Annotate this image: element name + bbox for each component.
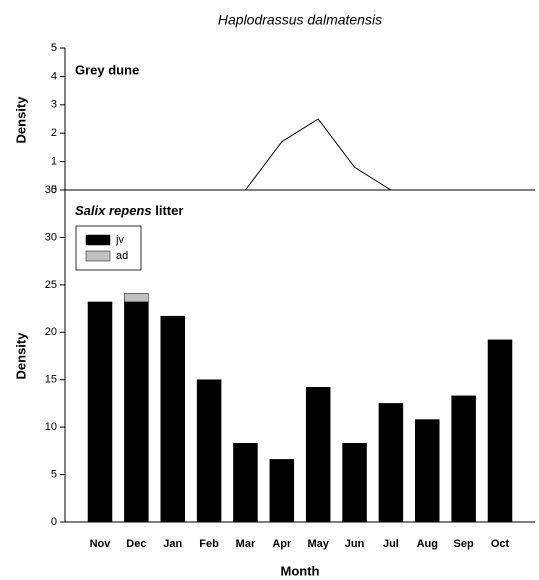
y-tick-label: 5 — [51, 42, 57, 54]
y-tick-label: 0 — [51, 516, 57, 528]
bar — [160, 315, 185, 523]
panel-label-text: litter — [155, 203, 183, 218]
y-tick-label: 35 — [45, 184, 57, 196]
y-tick-label: 0 — [51, 184, 57, 196]
legend-swatch — [85, 234, 111, 246]
y-tick-label: 20 — [45, 326, 57, 338]
x-tick-label: May — [307, 538, 329, 550]
panel-label-italic: Salix repens — [75, 203, 152, 218]
bar — [378, 403, 404, 523]
y-tick-label: 30 — [45, 231, 57, 243]
bar — [87, 301, 113, 523]
bar — [233, 443, 258, 523]
x-tick-label: Jul — [383, 538, 399, 550]
legend-label: ad — [116, 250, 128, 262]
panel-label: Salix repens litter — [75, 203, 183, 218]
x-tick-label: Sep — [454, 538, 474, 550]
y-tick-label: 1 — [51, 156, 57, 168]
y-axis-title: Density — [13, 332, 28, 380]
x-tick-label: Nov — [90, 538, 112, 550]
y-tick-label: 5 — [51, 468, 57, 480]
y-tick-label: 15 — [45, 374, 57, 386]
bar — [124, 293, 149, 303]
bar — [124, 301, 149, 523]
x-tick-label: Oct — [491, 538, 510, 550]
x-axis-title: Month — [281, 563, 320, 578]
x-tick-label: Jan — [163, 538, 182, 550]
x-tick-label: Jun — [345, 538, 365, 550]
bar — [196, 379, 222, 523]
bar — [451, 395, 476, 523]
x-tick-label: Apr — [272, 538, 292, 550]
y-tick-label: 2 — [51, 127, 57, 139]
x-tick-label: Feb — [199, 538, 219, 550]
x-tick-label: Dec — [126, 538, 146, 550]
x-tick-label: Mar — [236, 538, 256, 550]
y-tick-label: 3 — [51, 99, 57, 111]
bar — [415, 419, 440, 523]
x-tick-label: Aug — [417, 538, 438, 550]
legend-label: jv — [115, 234, 124, 246]
legend-box — [75, 225, 142, 271]
bar — [342, 443, 367, 523]
chart-title: Haplodrassus dalmatensis — [218, 12, 382, 28]
legend-swatch — [85, 250, 111, 262]
y-tick-label: 10 — [45, 421, 57, 433]
data-line — [100, 118, 500, 191]
bar — [305, 387, 331, 523]
y-axis-title: Density — [13, 96, 28, 144]
panel-label: Grey dune — [75, 62, 139, 77]
bar — [269, 459, 295, 523]
bar — [487, 339, 513, 523]
y-tick-label: 4 — [51, 70, 57, 82]
y-tick-label: 25 — [45, 279, 57, 291]
